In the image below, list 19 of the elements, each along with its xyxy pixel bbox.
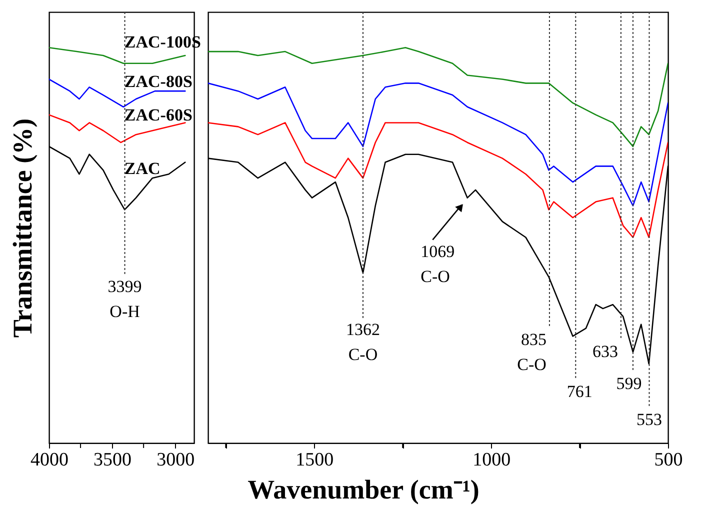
x-tick-label: 1500 [296,450,334,470]
x-tick-label: 500 [654,450,683,470]
ref-line-label: 553 [636,410,662,429]
series-label: ZAC [124,158,160,178]
ref-line-label: 599 [616,374,642,393]
x-tick-label: 4000 [30,450,68,470]
ref-line-label: 633 [592,342,618,361]
series-label: ZAC-60S [124,106,192,125]
x-tick-label: 1000 [472,450,511,470]
ref-line-label: 835 C-O [517,330,546,374]
y-axis-title: Transmittance (%) [8,118,38,338]
annotation: 1069 C-O [420,242,455,286]
x-axis-title: Wavenumber (cm⁻¹) [248,474,480,504]
ref-line-label: 3399 O-H [108,277,142,321]
ref-line-label: 761 [566,382,592,401]
x-tick-label: 3500 [94,450,132,470]
ref-line-label: 1362 C-O [346,320,380,364]
series-label: ZAC-80S [124,72,192,91]
x-tick-label: 3000 [156,450,195,470]
